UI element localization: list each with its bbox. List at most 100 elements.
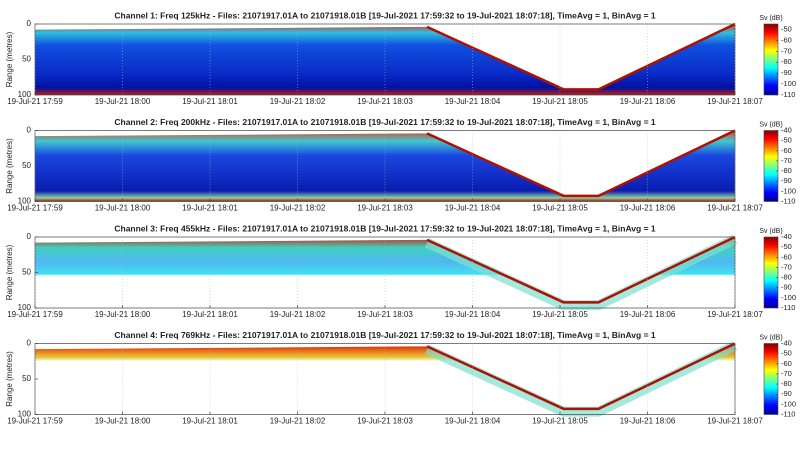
- colorbar-tick-label: -60: [781, 146, 792, 155]
- colorbar-tick-label: -100: [781, 186, 796, 195]
- x-tick-label: 19-Jul-21 18:07: [707, 97, 763, 106]
- colorbar-tick-label: -110: [781, 409, 795, 418]
- x-tick-label: 19-Jul-21 18:05: [532, 97, 588, 106]
- colorbar: [763, 23, 779, 96]
- x-tick-label: 19-Jul-21 18:06: [620, 97, 676, 106]
- y-axis-label: Range (metres): [5, 351, 14, 407]
- colorbar-tick-label: -40: [781, 125, 792, 134]
- y-axis-label: Range (metres): [5, 138, 14, 194]
- colorbar-tick-label: -60: [781, 35, 792, 44]
- colorbar-tick-label: -40: [781, 338, 792, 347]
- colorbar-label: Sv (dB): [759, 228, 782, 235]
- colorbar-tick-label: -70: [781, 369, 792, 378]
- chart-title: Channel 1: Freq 125kHz - Files: 21071917…: [114, 10, 656, 20]
- colorbar-tick-label: -80: [781, 57, 792, 66]
- seabed-line: [426, 22, 736, 91]
- seabed-line: [426, 235, 736, 304]
- x-tick-label: 19-Jul-21 18:07: [707, 417, 763, 426]
- x-tick-label: 19-Jul-21 18:00: [95, 310, 151, 319]
- x-tick-label: 19-Jul-21 18:00: [95, 204, 151, 213]
- colorbar-tick-label: -70: [781, 262, 792, 271]
- x-tick-label: 19-Jul-21 18:05: [532, 417, 588, 426]
- chart-title: Channel 3: Freq 455kHz - Files: 21071917…: [114, 223, 656, 233]
- seabed-line: [426, 129, 736, 198]
- x-tick-label: 19-Jul-21 17:59: [7, 204, 63, 213]
- x-tick-label: 19-Jul-21 17:59: [7, 97, 63, 106]
- y-tick-label: 0: [27, 19, 32, 28]
- y-tick-label: 50: [22, 374, 31, 383]
- colorbar: [763, 130, 779, 202]
- y-tick-label: 50: [22, 161, 31, 170]
- colorbar-tick-label: -40: [781, 232, 792, 241]
- x-tick-label: 19-Jul-21 18:06: [620, 417, 676, 426]
- x-tick-label: 19-Jul-21 18:03: [357, 310, 413, 319]
- x-tick-label: 19-Jul-21 18:04: [445, 310, 501, 319]
- x-tick-label: 19-Jul-21 18:01: [182, 310, 238, 319]
- y-tick-label: 100: [18, 303, 32, 312]
- colorbar-tick-label: -80: [781, 273, 792, 282]
- y-tick-label: 100: [18, 90, 32, 99]
- colorbar-tick-label: -110: [781, 196, 795, 205]
- colorbar-tick-label: -90: [781, 176, 792, 185]
- x-tick-label: 19-Jul-21 18:03: [357, 97, 413, 106]
- y-axis-label: Range (metres): [5, 244, 14, 300]
- y-tick-label: 50: [22, 268, 31, 277]
- x-tick-label: 19-Jul-21 18:06: [620, 204, 676, 213]
- x-tick-label: 19-Jul-21 18:00: [95, 417, 151, 426]
- colorbar-tick-label: -80: [781, 166, 792, 175]
- y-tick-label: 100: [18, 410, 32, 419]
- colorbar-tick-label: -50: [781, 242, 792, 251]
- x-tick-label: 19-Jul-21 18:05: [532, 310, 588, 319]
- y-tick-label: 0: [27, 339, 32, 348]
- x-tick-label: 19-Jul-21 18:05: [532, 204, 588, 213]
- x-tick-label: 19-Jul-21 18:04: [445, 417, 501, 426]
- colorbar-tick-label: -50: [781, 136, 792, 145]
- colorbar: [763, 343, 779, 415]
- x-tick-label: 19-Jul-21 18:02: [270, 204, 326, 213]
- x-tick-label: 19-Jul-21 18:04: [445, 204, 501, 213]
- colorbar-tick-label: -70: [781, 156, 792, 165]
- x-tick-label: 19-Jul-21 18:02: [270, 310, 326, 319]
- y-tick-label: 0: [27, 232, 32, 241]
- colorbar-tick-label: -110: [781, 90, 795, 99]
- colorbar-tick-label: -80: [781, 379, 792, 388]
- x-tick-label: 19-Jul-21 18:06: [620, 310, 676, 319]
- echogram: [35, 129, 736, 202]
- x-tick-label: 19-Jul-21 18:07: [707, 310, 763, 319]
- colorbar-label: Sv (dB): [759, 334, 782, 341]
- chart-title: Channel 4: Freq 769kHz - Files: 21071917…: [114, 330, 656, 340]
- echogram: [35, 341, 738, 417]
- colorbar-tick-label: -70: [781, 46, 792, 55]
- seabed-echo: [424, 234, 738, 311]
- colorbar: [763, 236, 779, 309]
- seabed-echo: [424, 341, 738, 417]
- echogram: [35, 22, 736, 95]
- x-tick-label: 19-Jul-21 18:03: [357, 204, 413, 213]
- colorbar-tick-label: -90: [781, 389, 792, 398]
- seabed-line: [426, 342, 736, 411]
- x-tick-label: 19-Jul-21 18:03: [357, 417, 413, 426]
- colorbar-tick-label: -50: [781, 349, 792, 358]
- echogram-image: [35, 343, 735, 415]
- x-tick-label: 19-Jul-21 18:01: [182, 204, 238, 213]
- echogram-image: [35, 130, 735, 202]
- colorbar-label: Sv (dB): [759, 15, 782, 22]
- colorbar-tick-label: -100: [781, 79, 796, 88]
- colorbar-tick-label: -50: [781, 24, 792, 33]
- colorbar-tick-label: -110: [781, 303, 795, 312]
- y-tick-label: 50: [22, 55, 31, 64]
- colorbar-tick-label: -90: [781, 283, 792, 292]
- y-axis-label: Range (metres): [5, 31, 14, 87]
- echogram-image: [35, 24, 735, 95]
- colorbar-tick-label: -100: [781, 399, 796, 408]
- colorbar-tick-label: -60: [781, 359, 792, 368]
- colorbar-tick-label: -60: [781, 252, 792, 261]
- x-tick-label: 19-Jul-21 18:04: [445, 97, 501, 106]
- colorbar-tick-label: -100: [781, 293, 796, 302]
- colorbar-tick-label: -90: [781, 68, 792, 77]
- x-tick-label: 19-Jul-21 18:02: [270, 97, 326, 106]
- x-tick-label: 19-Jul-21 18:00: [95, 97, 151, 106]
- x-tick-label: 19-Jul-21 17:59: [7, 417, 63, 426]
